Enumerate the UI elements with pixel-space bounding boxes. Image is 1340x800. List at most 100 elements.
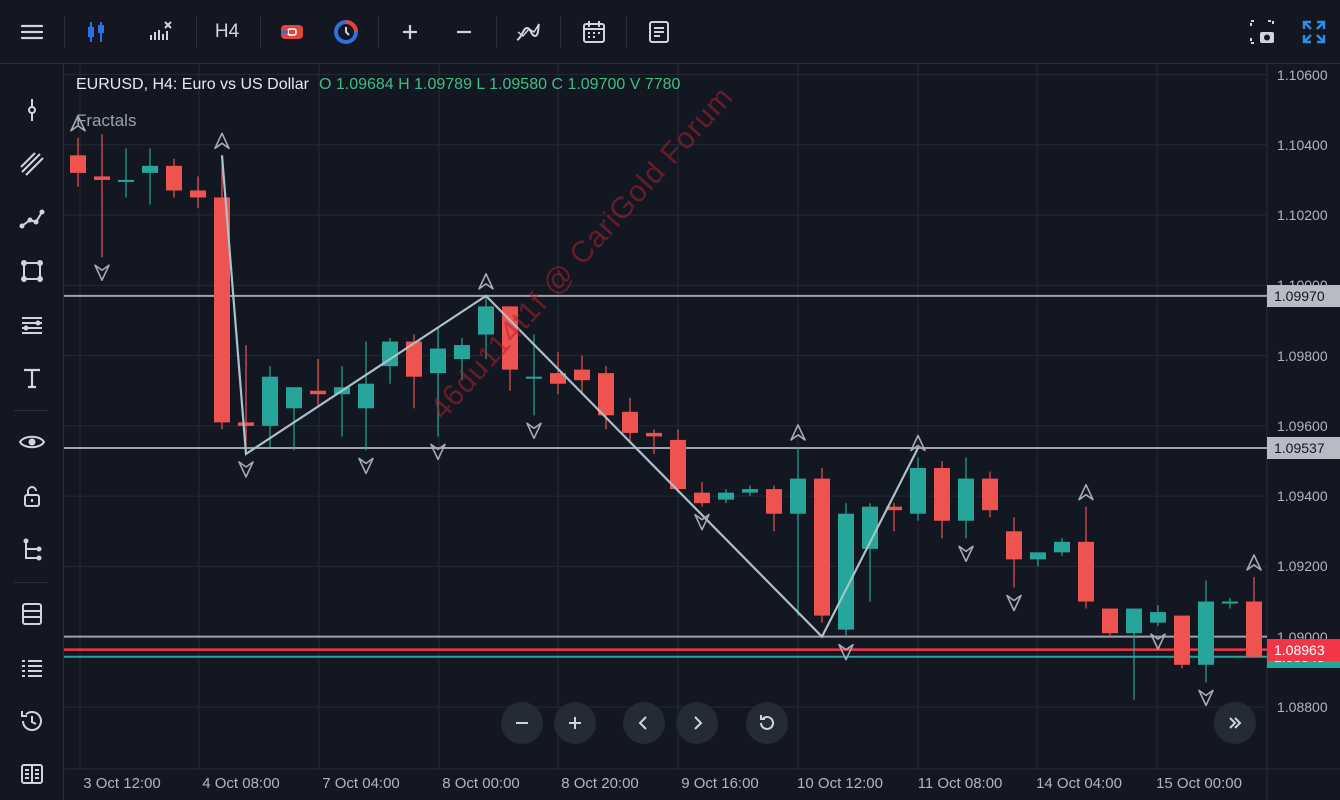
price-tick: 1.09400 [1277,488,1328,505]
history-icon[interactable] [10,701,54,741]
candle-body [742,489,758,493]
indicators-icon[interactable] [138,12,182,52]
candle-body [382,341,398,367]
candle-body [502,306,518,370]
divider [260,16,261,48]
fractal-down-arrow [958,545,974,563]
drawing-icon[interactable] [506,12,550,52]
trade-panel-icon[interactable] [10,594,54,634]
candle-body [1006,531,1022,560]
candles-icon[interactable] [74,12,118,52]
candle-body [694,492,710,504]
path-icon[interactable] [10,198,54,238]
price-tick: 1.10600 [1277,66,1328,83]
divider [196,16,197,48]
candle-body [166,165,182,191]
candle-body [646,432,662,437]
calendar-icon[interactable] [572,12,616,52]
candle-body [910,468,926,514]
candle-body [262,376,278,426]
candle-body [1030,552,1046,560]
drawing-tools-sidebar [0,64,64,800]
reset-chart-button[interactable] [746,702,788,744]
candle-body [790,478,806,514]
price-label: 1.08963 [1267,638,1340,661]
fractal-up-arrow [1246,554,1262,571]
time-tick: 4 Oct 08:00 [202,775,280,792]
fractal-down-arrow [526,422,542,440]
lock-icon[interactable] [10,476,54,516]
sync-icon[interactable] [324,12,368,52]
fractal-down-arrow [1006,594,1022,612]
price-label: 1.09970 [1267,284,1340,307]
candle-body [118,179,134,182]
zoom-out-icon[interactable] [442,12,486,52]
fractal-down-arrow [1198,689,1214,707]
chart-area[interactable]: EURUSD, H4: Euro vs US Dollar O 1.09684 H… [64,64,1340,800]
notes-icon[interactable] [637,12,681,52]
candle-body [1078,541,1094,602]
candle-body [766,489,782,514]
shapes-icon[interactable] [10,251,54,291]
price-chart[interactable] [64,64,1340,800]
candle-body [358,383,374,409]
text-tool-icon[interactable] [10,358,54,398]
timeframe-button[interactable]: H4 [205,12,249,52]
price-tick: 1.09200 [1277,558,1328,575]
candle-body [1174,615,1190,665]
scroll-right-button[interactable] [676,702,718,744]
price-tick: 1.10200 [1277,207,1328,224]
divider [626,16,627,48]
candle-body [958,478,974,521]
fractal-up-arrow [790,424,806,441]
fullscreen-icon[interactable] [1292,12,1336,52]
fractal-down-arrow [238,461,254,478]
candle-body [718,492,734,500]
news-icon[interactable] [10,754,54,794]
time-tick: 11 Oct 08:00 [917,775,1003,792]
time-tick: 7 Oct 04:00 [322,775,400,792]
time-tick: 15 Oct 00:00 [1156,775,1242,792]
zoom-in-icon[interactable] [388,12,432,52]
scroll-left-button[interactable] [623,702,665,744]
time-tick: 14 Oct 04:00 [1036,775,1122,792]
fractal-up-arrow [1078,483,1094,501]
list-icon[interactable] [10,648,54,688]
candle-body [1054,541,1070,553]
divider [14,582,48,583]
candle-body [886,506,902,511]
candle-body [70,155,86,173]
fractal-down-arrow [838,643,854,661]
candle-body [934,468,950,521]
candle-body [286,387,302,409]
candle-body [1126,608,1142,634]
candle-body [238,422,254,426]
scroll-to-end-button[interactable] [1214,702,1256,744]
divider [64,16,65,48]
fractal-up-arrow [214,132,230,150]
fib-retracement-icon[interactable] [10,305,54,345]
candle-body [1222,601,1238,604]
indicator-label[interactable]: Fractals [76,111,137,130]
timeframe-label: H4 [214,21,240,42]
object-tree-icon[interactable] [10,530,54,570]
symbol-title: EURUSD, H4: Euro vs US Dollar [76,76,309,93]
candle-body [406,341,422,377]
zoom-out-button[interactable] [501,702,543,744]
compare-icon[interactable] [270,12,314,52]
chart-legend: EURUSD, H4: Euro vs US Dollar O 1.09684 H… [76,76,680,94]
time-tick: 9 Oct 16:00 [681,775,759,792]
crosshair-icon[interactable] [10,90,54,130]
candle-body [1246,601,1262,657]
zoom-in-button[interactable] [554,702,596,744]
eye-icon[interactable] [10,422,54,462]
fractal-down-arrow [694,513,710,531]
menu-icon[interactable] [10,12,54,52]
price-tick: 1.10400 [1277,136,1328,153]
time-tick: 8 Oct 20:00 [561,775,639,792]
trend-line-icon[interactable] [10,144,54,184]
ohlc-values: O 1.09684 H 1.09789 L 1.09580 C 1.09700 … [318,76,681,93]
time-tick: 3 Oct 12:00 [83,775,161,792]
candle-body [214,197,230,423]
screenshot-icon[interactable] [1240,12,1284,52]
